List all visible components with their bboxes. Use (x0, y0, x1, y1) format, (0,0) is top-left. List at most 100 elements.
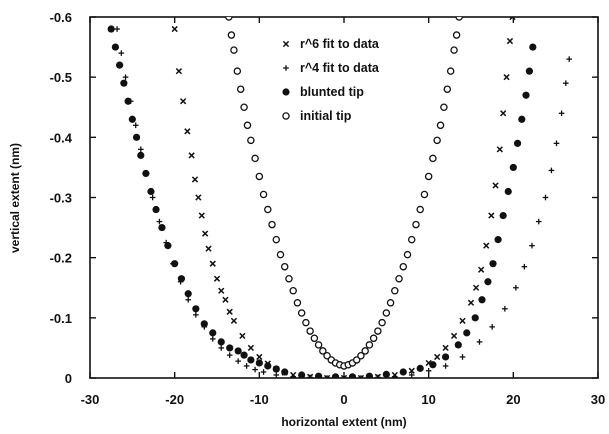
data-point (195, 194, 202, 201)
legend: r^6 fit to data r^4 fit to data blunted ti… (282, 37, 380, 123)
data-point (164, 242, 172, 250)
data-point (188, 152, 195, 159)
data-point (149, 194, 156, 201)
data-point (156, 218, 163, 225)
data-point (209, 336, 216, 342)
data-point (509, 17, 516, 21)
data-point (443, 85, 452, 93)
data-point (496, 146, 503, 153)
data-point (302, 318, 310, 327)
data-point (558, 110, 565, 117)
data-point (542, 194, 549, 201)
data-point (226, 344, 234, 352)
data-point (374, 327, 382, 335)
data-point (122, 74, 129, 80)
data-point (111, 43, 119, 51)
data-point (341, 375, 347, 378)
data-point (226, 308, 233, 315)
data-point (459, 317, 466, 324)
data-point (459, 354, 466, 360)
data-point (118, 50, 125, 56)
data-point (230, 46, 238, 54)
data-point (553, 140, 560, 147)
data-point (375, 374, 381, 378)
data-point (434, 353, 441, 361)
data-point (412, 220, 420, 229)
legend-label: r^6 fit to data (300, 37, 380, 51)
data-point (310, 334, 319, 343)
data-point (120, 79, 128, 87)
data-point (518, 115, 526, 123)
data-point (114, 26, 120, 32)
data-point (191, 176, 199, 183)
data-point (217, 338, 225, 346)
data-point (293, 299, 302, 307)
data-point (272, 365, 280, 373)
data-point (391, 287, 399, 295)
data-point (525, 67, 534, 75)
data-point (408, 367, 415, 374)
data-point (494, 236, 502, 244)
data-point (471, 314, 479, 322)
data-point (365, 372, 373, 378)
data-point (521, 263, 528, 270)
data-point (209, 329, 217, 337)
data-point (247, 356, 255, 364)
data-point (213, 275, 221, 282)
data-point (171, 260, 179, 268)
data-point (268, 220, 276, 229)
x-axis-title: horizontal extent (nm) (281, 415, 406, 429)
data-point (442, 344, 449, 352)
data-point (180, 98, 187, 105)
data-point (222, 296, 229, 303)
data-point (399, 262, 408, 271)
legend-marker (283, 65, 289, 71)
y-tick-label: 0 (65, 371, 72, 386)
legend-label: blunted tip (300, 85, 364, 99)
legend-marker (282, 88, 290, 96)
data-point (315, 372, 323, 378)
data-point (152, 205, 160, 214)
data-point (218, 287, 225, 294)
data-point (205, 245, 212, 252)
data-point (529, 43, 537, 51)
series-1 (114, 26, 573, 378)
y-tick-label: -0.4 (50, 130, 73, 145)
data-point (252, 366, 258, 373)
data-point (424, 172, 433, 181)
data-point (472, 284, 480, 291)
data-point (502, 306, 508, 312)
data-point (289, 287, 297, 295)
data-point (535, 218, 542, 225)
data-point (198, 212, 205, 219)
data-point (420, 190, 429, 199)
series-3 (225, 17, 463, 370)
legend-entry: blunted tip (282, 85, 364, 99)
data-point (247, 344, 254, 352)
data-point (361, 347, 369, 355)
data-point (218, 345, 225, 351)
data-point (285, 274, 293, 283)
data-point (442, 363, 449, 369)
data-point (446, 67, 455, 75)
y-tick-label: -0.1 (50, 311, 72, 326)
legend-entry: initial tip (282, 109, 352, 123)
legend-entry: r^6 fit to data (282, 37, 380, 51)
data-point (429, 361, 437, 369)
data-point (260, 369, 267, 375)
data-point (352, 356, 361, 364)
data-point (492, 182, 499, 189)
data-point (177, 275, 186, 283)
data-point (234, 347, 242, 355)
data-point (281, 368, 289, 376)
x-tick-label: 30 (591, 392, 605, 407)
data-point (323, 374, 331, 378)
data-point (358, 375, 364, 378)
data-point (264, 205, 272, 214)
data-point (500, 110, 507, 117)
data-point (225, 17, 233, 21)
data-point (509, 163, 517, 172)
data-point (200, 320, 208, 328)
data-point (226, 352, 233, 358)
